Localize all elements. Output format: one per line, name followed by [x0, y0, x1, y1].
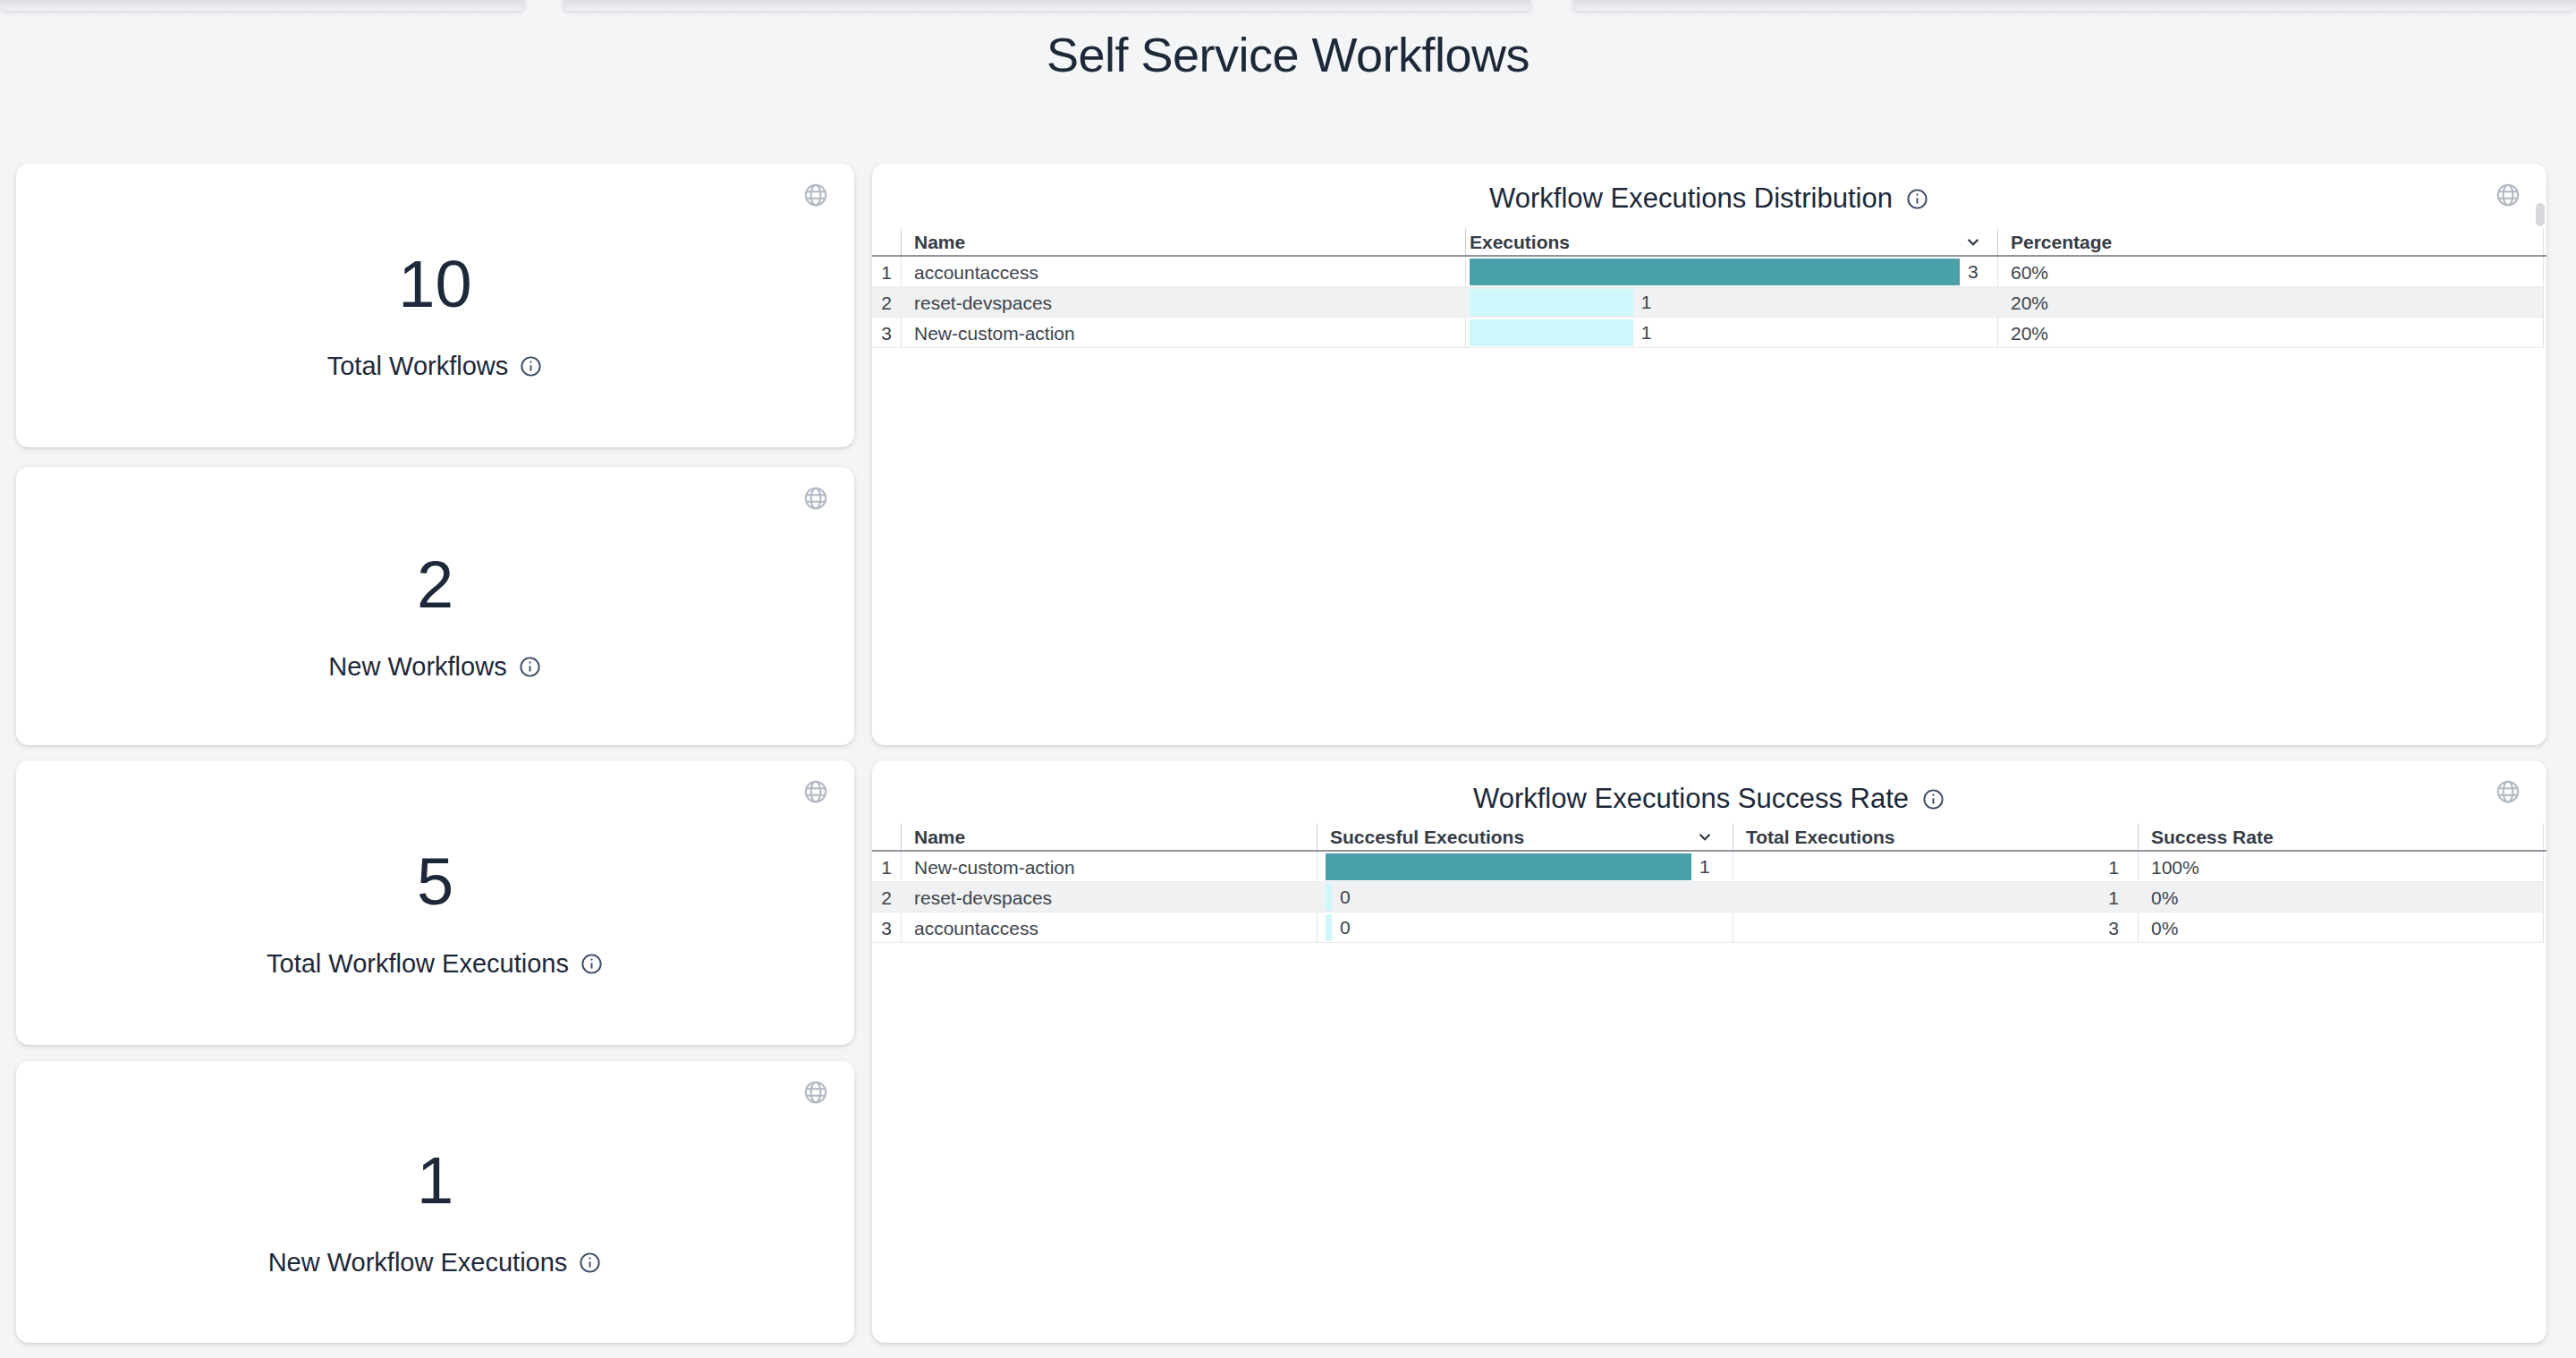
stat-card-new-workflows: 2 New Workflows — [16, 467, 854, 745]
table-title: Workflow Executions Distribution — [1489, 182, 1893, 215]
column-header-name[interactable]: Name — [914, 232, 965, 253]
bar-value: 0 — [1340, 887, 1351, 908]
bar — [1326, 884, 1332, 911]
executions-bar-cell: 1 — [1470, 319, 1651, 346]
column-header-name[interactable]: Name — [914, 827, 965, 848]
cell-percentage: 20% — [2011, 293, 2048, 314]
stat-card-new-workflow-executions: 1 New Workflow Executions — [16, 1061, 854, 1343]
info-icon[interactable] — [518, 655, 542, 679]
bar — [1470, 319, 1633, 346]
row-index: 3 — [872, 918, 901, 939]
table-row[interactable]: 3 accountaccess 0 3 0% — [872, 912, 2543, 943]
bar — [1470, 289, 1633, 316]
bar-value: 1 — [1641, 322, 1652, 344]
cell-name: reset-devspaces — [914, 293, 1052, 314]
row-index: 2 — [872, 887, 901, 909]
executions-bar-cell: 1 — [1470, 289, 1651, 316]
info-icon[interactable] — [578, 1251, 602, 1275]
stat-value: 10 — [398, 251, 471, 318]
stat-label: New Workflows — [328, 652, 506, 682]
column-header-percentage[interactable]: Percentage — [2011, 232, 2112, 253]
page-title: Self Service Workflows — [0, 27, 2576, 82]
success-rate-table: Name Succesful Executions Total Executio… — [872, 823, 2546, 943]
successful-bar-cell: 1 — [1326, 853, 1710, 880]
column-header-executions[interactable]: Executions — [1470, 232, 1570, 253]
cell-name: reset-devspaces — [914, 887, 1052, 909]
row-index: 2 — [872, 293, 901, 314]
bar-value: 0 — [1340, 917, 1351, 938]
column-header-total-executions[interactable]: Total Executions — [1746, 827, 1894, 848]
executions-bar-cell: 3 — [1470, 259, 1979, 285]
chevron-down-icon[interactable] — [1693, 825, 1716, 848]
globe-icon[interactable] — [802, 182, 829, 208]
bar — [1470, 259, 1960, 285]
stat-value: 5 — [417, 849, 453, 915]
cell-success-rate: 0% — [2151, 918, 2178, 939]
top-strip-segment — [0, 0, 525, 11]
stat-label: Total Workflow Executions — [267, 949, 569, 979]
table-title: Workflow Executions Success Rate — [1473, 783, 1909, 815]
table-row[interactable]: 2 reset-devspaces 0 1 0% — [872, 882, 2543, 912]
distribution-card: Workflow Executions Distribution Name Ex… — [872, 164, 2546, 745]
stat-label: Total Workflows — [327, 352, 509, 381]
success-rate-card: Workflow Executions Success Rate Name Su… — [872, 760, 2546, 1343]
row-index: 1 — [872, 857, 901, 878]
table-row[interactable]: 1 New-custom-action 1 1 100% — [872, 852, 2543, 882]
successful-bar-cell: 0 — [1326, 914, 1351, 941]
column-header-success-rate[interactable]: Success Rate — [2151, 827, 2274, 848]
row-index: 1 — [872, 262, 901, 284]
stat-value: 1 — [417, 1148, 453, 1214]
bar — [1326, 914, 1332, 941]
cell-name: New-custom-action — [914, 323, 1075, 344]
globe-icon[interactable] — [802, 485, 829, 512]
cell-name: accountaccess — [914, 262, 1038, 284]
info-icon[interactable] — [519, 354, 543, 378]
bar-value: 3 — [1968, 261, 1979, 283]
table-row[interactable]: 2 reset-devspaces 1 20% — [872, 287, 2543, 318]
cell-success-rate: 0% — [2151, 887, 2178, 909]
cell-percentage: 20% — [2011, 323, 2048, 344]
globe-icon[interactable] — [802, 778, 829, 805]
cell-total-executions: 1 — [1746, 857, 2119, 878]
table-header-row: Name Succesful Executions Total Executio… — [872, 823, 2546, 852]
table-row[interactable]: 1 accountaccess 3 60% — [872, 257, 2543, 287]
row-index: 3 — [872, 323, 901, 344]
cell-total-executions: 3 — [1746, 918, 2119, 939]
top-strip-segment — [563, 0, 1531, 11]
column-header-successful-executions[interactable]: Succesful Executions — [1330, 827, 1524, 848]
cell-percentage: 60% — [2011, 262, 2048, 284]
successful-bar-cell: 0 — [1326, 884, 1351, 911]
bar-value: 1 — [1641, 292, 1652, 313]
table-header-row: Name Executions Percentage — [872, 228, 2546, 257]
cell-total-executions: 1 — [1746, 887, 2119, 909]
info-icon[interactable] — [1921, 787, 1945, 811]
cell-name: accountaccess — [914, 918, 1038, 939]
table-row[interactable]: 3 New-custom-action 1 20% — [872, 318, 2543, 348]
distribution-table: Name Executions Percentage 1 accountacce… — [872, 228, 2546, 348]
globe-icon[interactable] — [802, 1079, 829, 1106]
stat-card-total-workflow-executions: 5 Total Workflow Executions — [16, 760, 854, 1045]
stat-value: 2 — [417, 552, 453, 618]
bar-value: 1 — [1699, 856, 1710, 878]
info-icon[interactable] — [1905, 187, 1929, 211]
stat-label: New Workflow Executions — [268, 1248, 568, 1277]
chevron-down-icon[interactable] — [1962, 230, 1985, 253]
cell-name: New-custom-action — [914, 857, 1075, 878]
top-strip-segment — [1572, 0, 2576, 11]
bar — [1326, 853, 1691, 880]
cell-success-rate: 100% — [2151, 857, 2199, 878]
stat-card-total-workflows: 10 Total Workflows — [16, 164, 854, 447]
info-icon[interactable] — [580, 952, 604, 976]
